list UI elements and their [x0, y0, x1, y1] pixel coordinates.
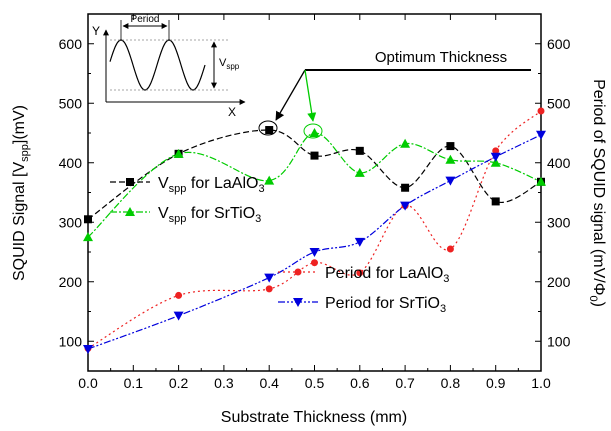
inset-y-label: Y: [92, 24, 100, 38]
data-point: [537, 107, 545, 115]
y-axis-label-right: Period of SQUID signal (mV/Φ0): [587, 79, 607, 307]
inset-x-label: X: [228, 105, 236, 119]
data-point: [83, 344, 93, 354]
y-tick-label-right: 400: [547, 155, 571, 171]
inset-amplitude-label: Vspp: [219, 57, 240, 71]
data-point: [446, 245, 454, 253]
inset-schematic: Y X Period Vspp: [92, 14, 246, 119]
series-line-3: [87, 134, 542, 350]
data-point: [264, 175, 275, 185]
x-tick-label: 0.5: [305, 375, 325, 391]
x-tick-label: 0.8: [441, 375, 461, 391]
legend-item-period-srtio3: Period for SrTiO3: [278, 295, 446, 315]
data-point: [309, 248, 320, 257]
annotation-arrow-to-srtio3: [304, 69, 317, 122]
x-tick-label: 0.6: [350, 375, 370, 391]
highlight-ellipse-srtio3: [303, 123, 323, 139]
y-axis-ticks: 100 100 200 200 300 300 400 400 500 500 600 600: [59, 36, 571, 350]
inset-period-label: Period: [131, 14, 160, 25]
annotation-arrow-to-laalo3: [275, 69, 306, 121]
legend-item-vspp-srtio3: Vspp for SrTiO3: [110, 205, 261, 225]
svg-text:Period for SrTiO3: Period for SrTiO3: [325, 295, 446, 315]
svg-text:Vspp for LaAlO3: Vspp for LaAlO3: [158, 175, 265, 195]
highlight-ellipse-laalo3: [258, 120, 278, 136]
data-point: [401, 183, 410, 192]
data-point: [309, 128, 320, 137]
data-point: [84, 215, 92, 224]
data-point: [173, 148, 184, 158]
legend: Vspp for LaAlO3 Vspp for SrTiO3 Period f…: [110, 175, 449, 315]
y-tick-label-right: 100: [547, 333, 571, 349]
data-point: [355, 146, 364, 155]
data-point: [356, 269, 364, 277]
series-line-1: [87, 132, 542, 238]
svg-text:Period for LaAlO3: Period for LaAlO3: [325, 265, 449, 285]
data-point: [445, 176, 456, 186]
x-tick-label: 0.1: [124, 375, 144, 391]
data-point: [83, 232, 93, 242]
svg-text:Vspp for SrTiO3: Vspp for SrTiO3: [158, 205, 261, 225]
data-point: [492, 147, 500, 155]
data-point: [536, 176, 546, 186]
series-markers: [83, 107, 546, 354]
series-line-2: [87, 110, 542, 349]
data-point: [536, 130, 546, 140]
data-point: [490, 157, 501, 167]
x-tick-label: 0.9: [486, 375, 506, 391]
x-tick-label: 1.0: [531, 375, 551, 391]
y-tick-label-right: 600: [547, 36, 571, 52]
y-tick-label-left: 500: [59, 95, 83, 111]
data-point: [354, 167, 365, 177]
y-tick-label-right: 200: [547, 274, 571, 290]
data-point: [400, 201, 411, 211]
y-axis-label-left: SQUID Signal [Vspp](mV): [11, 105, 31, 281]
y-tick-label-right: 500: [547, 95, 571, 111]
data-point: [445, 154, 456, 164]
x-axis-ticks: 0.0 0.1 0.2 0.3 0.4 0.5 0.6 0.7 0.8 0.9 1.0: [78, 14, 551, 391]
data-point: [446, 142, 455, 151]
y-tick-label-left: 300: [59, 214, 83, 230]
data-point: [175, 291, 183, 299]
annotation-label: Optimum Thickness: [375, 49, 507, 66]
y-tick-label-left: 400: [59, 155, 83, 171]
x-tick-label: 0.0: [78, 375, 98, 391]
x-tick-label: 0.7: [395, 375, 415, 391]
data-point: [311, 259, 318, 267]
y-tick-label-right: 300: [547, 214, 571, 230]
inset-sine-wave: [109, 39, 206, 91]
y-tick-label-left: 600: [59, 36, 83, 52]
data-point: [354, 237, 365, 247]
data-point: [173, 311, 184, 321]
x-tick-label: 0.3: [214, 375, 234, 391]
x-axis-label: Substrate Thickness (mm): [221, 409, 407, 426]
data-point: [400, 138, 411, 148]
series-line-0: [87, 129, 542, 220]
data-point: [265, 285, 273, 293]
data-point: [310, 151, 319, 160]
legend-item-period-laalo3: Period for LaAlO3: [278, 265, 449, 285]
x-tick-label: 0.4: [259, 375, 279, 391]
legend-item-vspp-laalo3: Vspp for LaAlO3: [110, 175, 265, 195]
y-tick-label-left: 100: [59, 333, 83, 349]
data-point: [265, 126, 274, 135]
y-tick-label-left: 200: [59, 274, 83, 290]
data-point: [491, 197, 500, 206]
data-point: [490, 152, 501, 162]
series-lines: [87, 110, 542, 350]
data-point: [264, 273, 275, 283]
x-tick-label: 0.2: [169, 375, 189, 391]
